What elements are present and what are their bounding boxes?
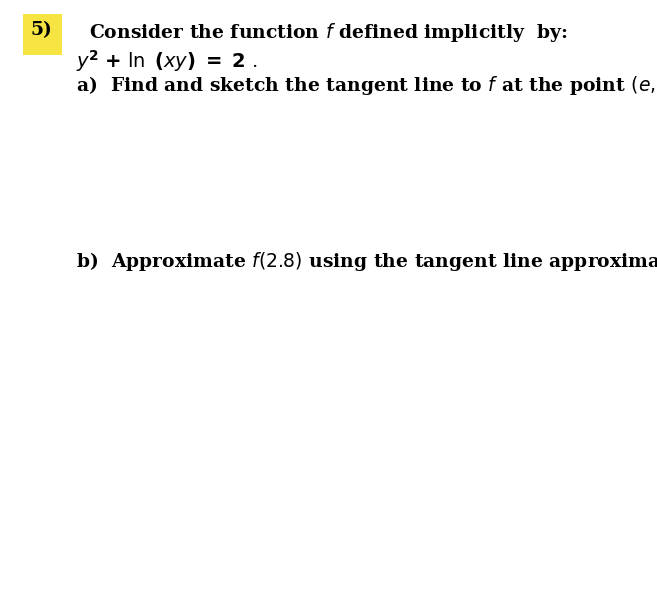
Text: $\mathbf{\mathit{y}}^{\mathbf{2}}$ $\mathbf{+}$ $\mathbf{\ln}$ $\mathbf{(}$$\mat: $\mathbf{\mathit{y}}^{\mathbf{2}}$ $\mat… — [76, 48, 257, 74]
Text: 5): 5) — [30, 21, 53, 39]
Text: a)  Find and sketch the tangent line to $\mathbf{\mathit{f}}$ at the point $\mat: a) Find and sketch the tangent line to $… — [76, 74, 657, 96]
Text: Consider the function $\mathbf{\mathit{f}}$ defined implicitly  by:: Consider the function $\mathbf{\mathit{f… — [89, 21, 567, 44]
Text: b)  Approximate $\mathbf{\mathit{f(2.8)}}$ using the tangent line approximation : b) Approximate $\mathbf{\mathit{f(2.8)}}… — [76, 250, 657, 273]
FancyBboxPatch shape — [23, 14, 62, 55]
